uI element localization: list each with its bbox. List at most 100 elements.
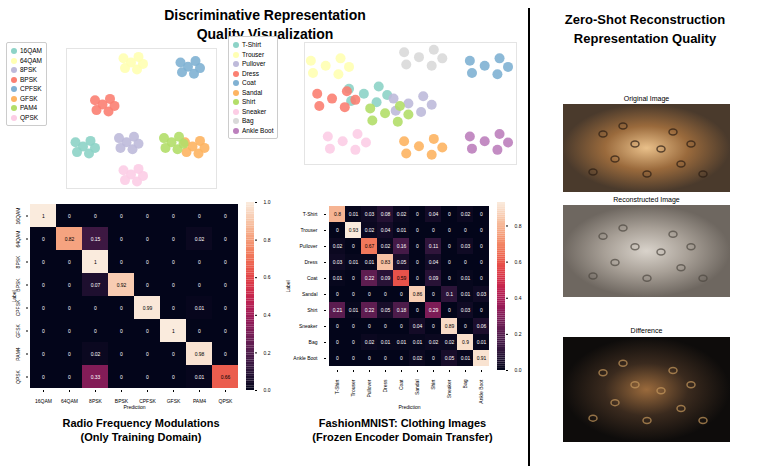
svg-text:0: 0 bbox=[68, 328, 71, 334]
svg-text:0.01: 0.01 bbox=[381, 339, 391, 345]
svg-text:0: 0 bbox=[172, 282, 175, 288]
svg-text:0.01: 0.01 bbox=[349, 211, 359, 217]
svg-text:0.0: 0.0 bbox=[264, 387, 271, 393]
svg-text:0: 0 bbox=[198, 213, 201, 219]
svg-text:0: 0 bbox=[42, 259, 45, 265]
svg-text:Label: Label bbox=[285, 280, 291, 292]
svg-text:0: 0 bbox=[172, 259, 175, 265]
svg-text:1: 1 bbox=[94, 259, 97, 265]
svg-text:Coat: Coat bbox=[398, 379, 404, 390]
svg-text:0.03: 0.03 bbox=[477, 291, 487, 297]
svg-text:Prediction: Prediction bbox=[398, 404, 420, 410]
svg-text:0: 0 bbox=[68, 259, 71, 265]
svg-text:Sneaker: Sneaker bbox=[299, 323, 318, 329]
svg-text:0: 0 bbox=[224, 305, 227, 311]
svg-text:0.9: 0.9 bbox=[462, 339, 469, 345]
svg-text:1: 1 bbox=[42, 213, 45, 219]
svg-text:0: 0 bbox=[336, 323, 339, 329]
svg-text:0: 0 bbox=[146, 259, 149, 265]
svg-text:0: 0 bbox=[120, 374, 123, 380]
svg-text:0.92: 0.92 bbox=[117, 282, 127, 288]
svg-text:0: 0 bbox=[416, 307, 419, 313]
svg-text:Bag: Bag bbox=[309, 339, 318, 345]
svg-text:Shirt: Shirt bbox=[430, 379, 436, 390]
svg-text:0: 0 bbox=[448, 243, 451, 249]
svg-text:0.83: 0.83 bbox=[381, 259, 391, 265]
svg-text:0.86: 0.86 bbox=[413, 291, 423, 297]
svg-text:0: 0 bbox=[224, 282, 227, 288]
svg-text:0.01: 0.01 bbox=[349, 307, 359, 313]
svg-text:0.05: 0.05 bbox=[445, 355, 455, 361]
svg-text:0.66: 0.66 bbox=[221, 374, 231, 380]
svg-text:0: 0 bbox=[384, 355, 387, 361]
svg-text:0: 0 bbox=[432, 291, 435, 297]
svg-text:0: 0 bbox=[146, 236, 149, 242]
svg-text:0: 0 bbox=[400, 291, 403, 297]
svg-text:0: 0 bbox=[120, 259, 123, 265]
svg-text:0: 0 bbox=[68, 213, 71, 219]
svg-text:0: 0 bbox=[432, 355, 435, 361]
svg-text:0: 0 bbox=[368, 355, 371, 361]
svg-text:0.16: 0.16 bbox=[397, 243, 407, 249]
svg-text:0: 0 bbox=[224, 213, 227, 219]
svg-text:0: 0 bbox=[400, 355, 403, 361]
svg-text:0.0: 0.0 bbox=[515, 367, 522, 373]
svg-text:Prediction: Prediction bbox=[123, 404, 145, 410]
svg-text:0: 0 bbox=[146, 213, 149, 219]
svg-text:0: 0 bbox=[464, 323, 467, 329]
svg-text:0.01: 0.01 bbox=[195, 305, 205, 311]
svg-text:8PSK: 8PSK bbox=[15, 255, 21, 268]
svg-text:Dress: Dress bbox=[304, 259, 318, 265]
svg-text:0: 0 bbox=[480, 259, 483, 265]
svg-text:0: 0 bbox=[146, 282, 149, 288]
svg-text:GFSK: GFSK bbox=[15, 324, 21, 338]
svg-text:0: 0 bbox=[352, 275, 355, 281]
svg-text:0: 0 bbox=[448, 211, 451, 217]
svg-text:0: 0 bbox=[400, 323, 403, 329]
svg-text:0: 0 bbox=[224, 328, 227, 334]
svg-text:0: 0 bbox=[172, 351, 175, 357]
svg-text:0: 0 bbox=[352, 291, 355, 297]
svg-text:0: 0 bbox=[448, 275, 451, 281]
svg-text:0: 0 bbox=[68, 351, 71, 357]
svg-text:0.02: 0.02 bbox=[413, 355, 423, 361]
svg-text:0: 0 bbox=[42, 351, 45, 357]
svg-text:0.18: 0.18 bbox=[397, 307, 407, 313]
svg-text:0.01: 0.01 bbox=[397, 339, 407, 345]
svg-text:Sandal: Sandal bbox=[302, 291, 318, 297]
svg-text:0.04: 0.04 bbox=[429, 259, 439, 265]
svg-text:0: 0 bbox=[172, 374, 175, 380]
svg-text:0: 0 bbox=[120, 351, 123, 357]
svg-text:0: 0 bbox=[68, 282, 71, 288]
svg-text:0.01: 0.01 bbox=[365, 259, 375, 265]
svg-text:0.8: 0.8 bbox=[515, 223, 522, 229]
svg-text:0: 0 bbox=[480, 307, 483, 313]
svg-text:0.02: 0.02 bbox=[195, 236, 205, 242]
svg-text:0.02: 0.02 bbox=[445, 339, 455, 345]
svg-text:0.07: 0.07 bbox=[91, 282, 101, 288]
svg-text:0: 0 bbox=[448, 227, 451, 233]
svg-text:0: 0 bbox=[368, 323, 371, 329]
svg-text:0: 0 bbox=[42, 328, 45, 334]
svg-text:QPSK: QPSK bbox=[219, 398, 234, 404]
svg-text:0.04: 0.04 bbox=[429, 211, 439, 217]
svg-text:0: 0 bbox=[198, 282, 201, 288]
svg-text:0: 0 bbox=[42, 374, 45, 380]
svg-text:0.03: 0.03 bbox=[365, 211, 375, 217]
svg-text:0: 0 bbox=[336, 355, 339, 361]
svg-text:Dress: Dress bbox=[382, 379, 388, 393]
svg-text:PAM4: PAM4 bbox=[193, 398, 206, 404]
svg-text:0: 0 bbox=[146, 328, 149, 334]
svg-text:0.01: 0.01 bbox=[461, 355, 471, 361]
svg-text:Sandal: Sandal bbox=[414, 380, 420, 396]
svg-text:T-Shirt: T-Shirt bbox=[334, 379, 340, 394]
svg-text:0: 0 bbox=[416, 243, 419, 249]
svg-text:0: 0 bbox=[224, 236, 227, 242]
svg-text:0.02: 0.02 bbox=[365, 227, 375, 233]
svg-text:0: 0 bbox=[480, 275, 483, 281]
svg-text:Ankle Boot: Ankle Boot bbox=[293, 355, 318, 361]
svg-text:0.6: 0.6 bbox=[515, 259, 522, 265]
svg-text:GFSK: GFSK bbox=[167, 398, 181, 404]
svg-text:Bag: Bag bbox=[462, 379, 468, 388]
svg-text:0: 0 bbox=[172, 305, 175, 311]
